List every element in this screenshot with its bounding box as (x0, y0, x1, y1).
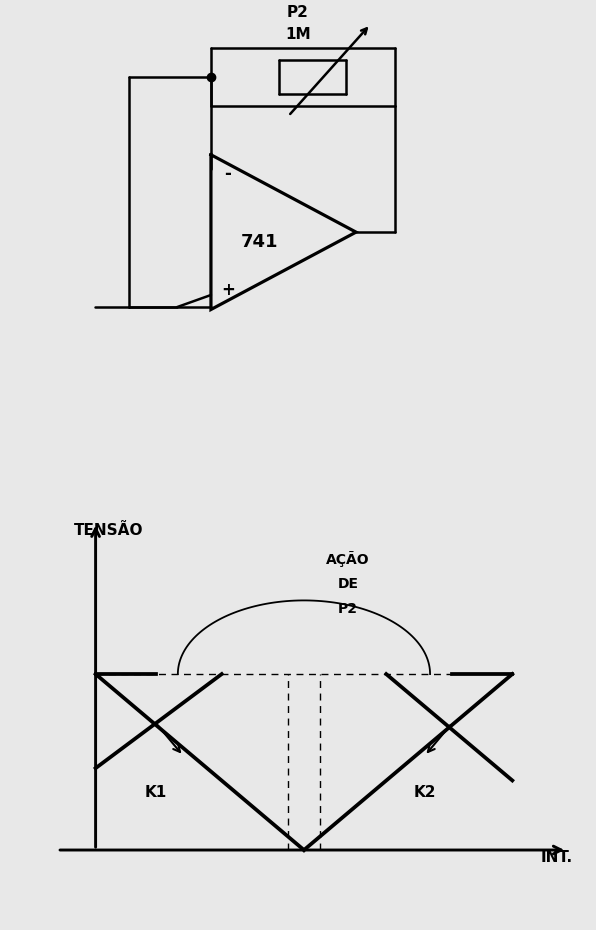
Text: P2: P2 (287, 5, 309, 20)
Text: K1: K1 (145, 785, 167, 800)
Text: +: + (221, 281, 235, 299)
Text: INT.: INT. (541, 850, 573, 865)
Text: K2: K2 (414, 785, 436, 800)
Text: 741: 741 (241, 232, 278, 251)
Text: TENSÃO: TENSÃO (74, 523, 143, 538)
Text: P2: P2 (338, 602, 358, 616)
Text: -: - (225, 166, 231, 183)
Text: AÇÃO: AÇÃO (326, 551, 370, 566)
Text: 1M: 1M (285, 27, 311, 42)
Text: DE: DE (337, 578, 358, 591)
